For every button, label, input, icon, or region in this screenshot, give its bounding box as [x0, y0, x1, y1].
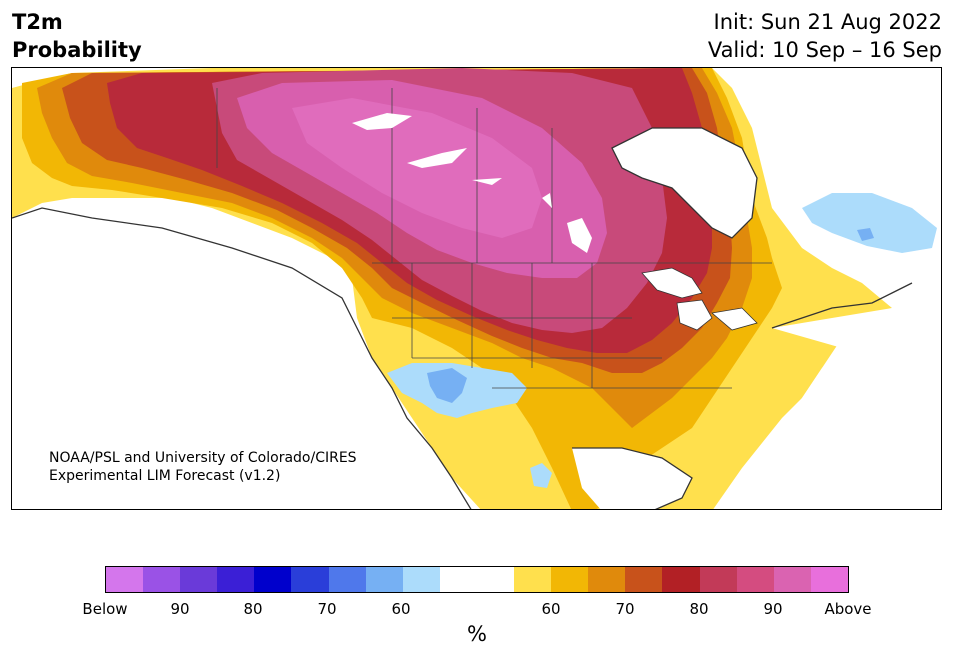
- map-title: T2m Probability: [12, 8, 142, 64]
- credit-text: NOAA/PSL and University of Colorado/CIRE…: [49, 449, 357, 485]
- colorbar: [105, 566, 849, 593]
- date-info: Init: Sun 21 Aug 2022 Valid: 10 Sep – 16…: [708, 8, 942, 64]
- variable-label: T2m: [12, 10, 63, 34]
- hudson-bay: [612, 128, 757, 238]
- colorbar-tick-90-above: 90: [763, 600, 783, 618]
- contour-below-55-mexico: [530, 463, 552, 488]
- contour-below-60-northeast: [857, 228, 874, 241]
- valid-range: Valid: 10 Sep – 16 Sep: [707, 38, 942, 62]
- colorbar-unit: %: [467, 622, 487, 646]
- colorbar-swatch: [588, 567, 626, 592]
- coastlines: [12, 127, 913, 509]
- colorbar-swatch: [476, 567, 515, 592]
- colorbar-tick-60-below: 60: [391, 600, 411, 618]
- colorbar-swatch: [736, 567, 774, 592]
- colorbar-swatch: [699, 567, 737, 592]
- colorbar-swatch: [143, 567, 181, 592]
- kind-label: Probability: [12, 38, 142, 62]
- atlantic-ocean: [713, 298, 941, 509]
- contour-core: [292, 98, 542, 238]
- colorbar-swatch: [662, 567, 700, 592]
- great-lakes: [641, 267, 758, 331]
- arctic-neutral: [752, 68, 941, 188]
- colorbar-tick-60-above: 60: [541, 600, 561, 618]
- colorbar-swatch: [625, 567, 663, 592]
- credit-line-2: Experimental LIM Forecast (v1.2): [49, 468, 281, 484]
- contour-below-60-southwest: [427, 368, 467, 403]
- political-borders: [216, 88, 772, 389]
- colorbar-swatch: [551, 567, 589, 592]
- colorbar-tick-70-above: 70: [615, 600, 635, 618]
- contour-below-55-northeast: [802, 193, 937, 253]
- colorbar-tick-80-above: 80: [689, 600, 709, 618]
- probability-map: [12, 68, 941, 509]
- colorbar-swatch: [514, 567, 552, 592]
- colorbar-tick-70-below: 70: [317, 600, 337, 618]
- colorbar-swatch: [773, 567, 811, 592]
- colorbar-tick-below: Below: [82, 600, 128, 618]
- colorbar-tick-80-below: 80: [243, 600, 263, 618]
- colorbar-swatch: [217, 567, 255, 592]
- pacific-ocean: [12, 208, 471, 509]
- colorbar-swatch: [402, 567, 440, 592]
- colorbar-tick-90-below: 90: [170, 600, 190, 618]
- colorbar-swatch: [365, 567, 403, 592]
- map-panel: [11, 67, 942, 510]
- colorbar-swatch: [291, 567, 329, 592]
- colorbar-swatch: [254, 567, 292, 592]
- colorbar-swatch: [328, 567, 366, 592]
- colorbar-swatch: [106, 567, 144, 592]
- colorbar-tick-above: Above: [824, 600, 872, 618]
- gulf-of-mexico: [572, 448, 692, 509]
- init-date: Init: Sun 21 Aug 2022: [713, 10, 942, 34]
- colorbar-swatch: [810, 567, 848, 592]
- colorbar-swatch: [439, 567, 477, 592]
- colorbar-swatch: [180, 567, 218, 592]
- credit-line-1: NOAA/PSL and University of Colorado/CIRE…: [49, 450, 357, 466]
- canadian-lakes: [352, 113, 592, 253]
